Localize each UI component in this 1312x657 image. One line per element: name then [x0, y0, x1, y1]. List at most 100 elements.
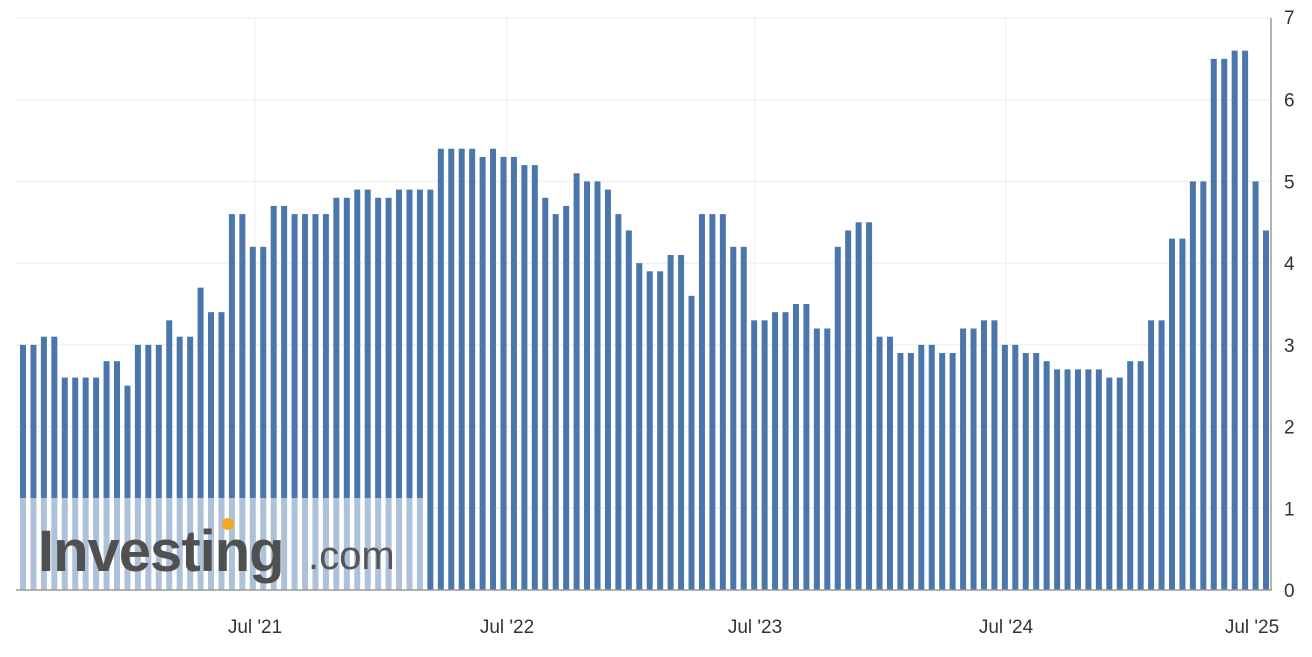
bar: [427, 189, 434, 590]
bar: [437, 148, 444, 591]
bar: [302, 214, 309, 591]
x-tick-label: Jul '21: [228, 617, 282, 638]
x-tick-label: Jul '25: [1225, 617, 1279, 638]
bar: [542, 197, 549, 590]
bar: [615, 214, 622, 591]
y-tick-label: 5: [1284, 172, 1295, 193]
bar: [469, 148, 476, 591]
plot-background: [16, 18, 1270, 590]
bar: [1095, 369, 1102, 590]
bar: [1179, 238, 1186, 590]
bar: [51, 336, 58, 590]
bar: [1189, 181, 1196, 590]
bar: [354, 189, 361, 590]
bar: [1263, 230, 1269, 590]
bar: [521, 165, 528, 590]
bar: [40, 336, 47, 590]
bar: [239, 214, 246, 591]
bar: [385, 197, 392, 590]
bar: [1022, 353, 1029, 590]
bar: [1085, 369, 1092, 590]
bar: [1043, 361, 1050, 590]
bar: [208, 312, 215, 590]
bar: [792, 304, 799, 590]
bar: [479, 156, 486, 590]
bar: [312, 214, 319, 591]
bar: [343, 197, 350, 590]
bar: [886, 336, 893, 590]
bar: [1137, 361, 1144, 590]
bar: [834, 246, 841, 591]
bar: [1252, 181, 1259, 590]
x-tick-labels: Jul '21 Jul '22 Jul '23 Jul '24 Jul '25: [228, 617, 1279, 638]
bar: [30, 344, 37, 590]
bar: [803, 304, 810, 590]
bar: [1064, 369, 1071, 590]
bar: [625, 230, 632, 590]
bar: [646, 271, 653, 590]
bar: [928, 344, 935, 590]
bar: [960, 328, 967, 590]
bar: [124, 385, 131, 590]
bar: [688, 295, 695, 590]
bar: [333, 197, 340, 590]
watermark-dot-icon: [222, 518, 234, 530]
bar: [1231, 50, 1238, 590]
bar: [845, 230, 852, 590]
bar: [678, 254, 685, 590]
bar: [1127, 361, 1134, 590]
bar: [563, 205, 570, 590]
bar: [698, 214, 705, 591]
bar: [396, 189, 403, 590]
watermark-suffix: .com: [308, 534, 395, 578]
bar: [751, 320, 758, 590]
bar: [866, 222, 873, 591]
bar: [416, 189, 423, 590]
bar: [322, 214, 329, 591]
bar: [1074, 369, 1081, 590]
bar: [134, 344, 141, 590]
bar: [709, 214, 716, 591]
y-tick-label: 3: [1284, 336, 1295, 357]
bar: [103, 361, 110, 590]
bar: [406, 189, 413, 590]
bar: [291, 214, 298, 591]
bar: [1221, 58, 1228, 591]
bar: [991, 320, 998, 590]
y-tick-label: 2: [1284, 418, 1295, 439]
bar: [1168, 238, 1175, 590]
bar: [719, 214, 726, 591]
bar: [761, 320, 768, 590]
bar: [657, 271, 664, 590]
bar: [228, 214, 235, 591]
bar: [500, 156, 507, 590]
bar: [375, 197, 382, 590]
bar: [270, 205, 277, 590]
bar: [584, 181, 591, 590]
bar: [490, 148, 497, 591]
bar: [772, 312, 779, 590]
bar: [93, 377, 100, 590]
bar: [364, 189, 371, 590]
bar: [876, 336, 883, 590]
investing-watermark: Investing .com: [16, 498, 426, 590]
bars-group: [20, 50, 1269, 591]
x-tick-label: Jul '23: [728, 617, 782, 638]
y-tick-labels: 0 1 2 3 4 5 6 7: [1284, 8, 1295, 602]
bar: [187, 336, 194, 590]
watermark-brand: Investing: [38, 519, 284, 584]
bar: [1033, 353, 1040, 590]
bar: [510, 156, 517, 590]
bar: [573, 173, 580, 590]
bar: [72, 377, 79, 590]
bar: [166, 320, 173, 590]
bar: [197, 287, 204, 590]
bar: [1054, 369, 1061, 590]
bar: [782, 312, 789, 590]
axes: [16, 18, 1272, 591]
bar: [61, 377, 68, 590]
y-tick-label: 6: [1284, 91, 1295, 112]
bar: [1148, 320, 1155, 590]
bar: [949, 353, 956, 590]
